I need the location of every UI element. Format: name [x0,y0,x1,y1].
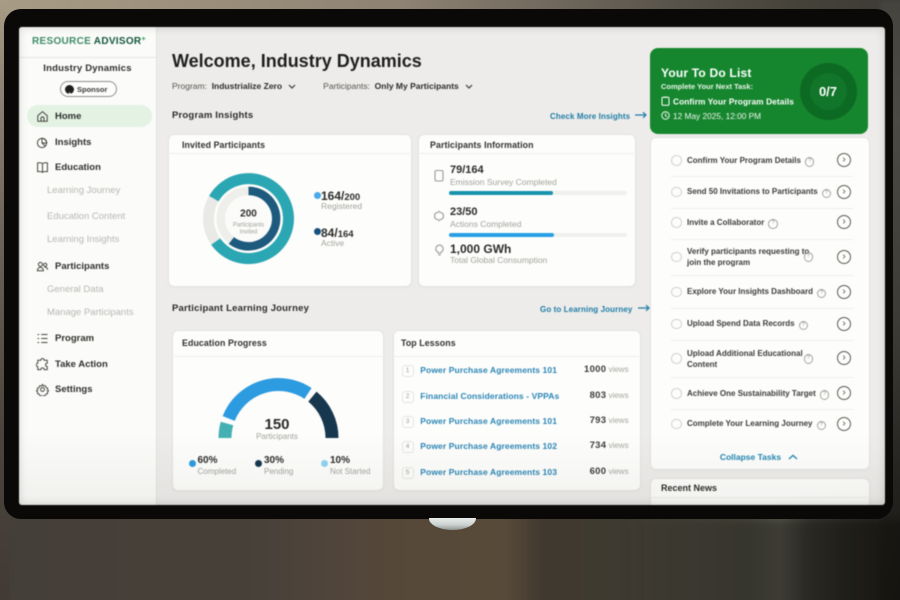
svg-text:200: 200 [240,209,257,220]
svg-text:Invited: Invited [240,230,258,236]
svg-text:Participants: Participants [233,223,264,229]
